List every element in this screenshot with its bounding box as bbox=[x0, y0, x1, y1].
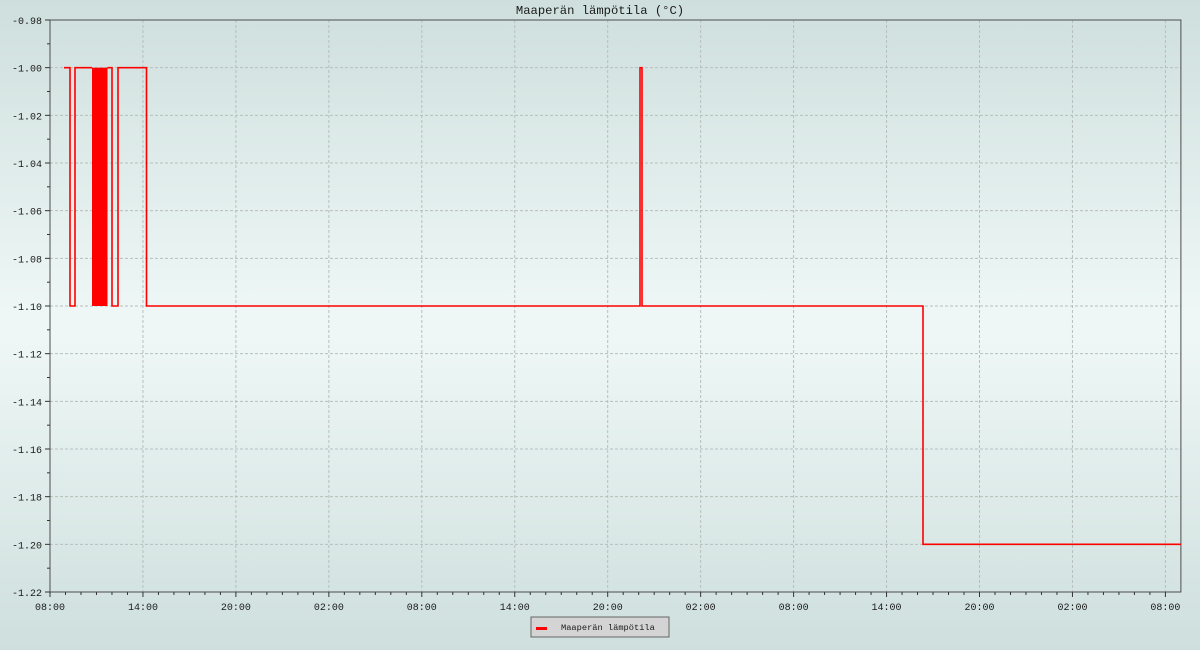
svg-text:-1.20: -1.20 bbox=[12, 541, 42, 552]
svg-text:14:00: 14:00 bbox=[128, 603, 158, 614]
svg-text:20:00: 20:00 bbox=[593, 603, 623, 614]
svg-text:02:00: 02:00 bbox=[1057, 603, 1087, 614]
svg-text:-1.00: -1.00 bbox=[12, 65, 42, 76]
svg-text:08:00: 08:00 bbox=[779, 603, 809, 614]
svg-text:-1.16: -1.16 bbox=[12, 446, 42, 457]
svg-text:02:00: 02:00 bbox=[686, 603, 716, 614]
svg-text:-0.98: -0.98 bbox=[12, 17, 42, 28]
svg-text:20:00: 20:00 bbox=[964, 603, 994, 614]
svg-text:08:00: 08:00 bbox=[35, 603, 65, 614]
svg-text:-1.06: -1.06 bbox=[12, 208, 42, 219]
svg-text:-1.02: -1.02 bbox=[12, 112, 42, 123]
svg-text:-1.04: -1.04 bbox=[12, 160, 42, 171]
svg-text:-1.12: -1.12 bbox=[12, 351, 42, 362]
svg-text:-1.22: -1.22 bbox=[12, 589, 42, 600]
svg-text:14:00: 14:00 bbox=[500, 603, 530, 614]
svg-text:02:00: 02:00 bbox=[314, 603, 344, 614]
svg-text:Maaperän lämpötila: Maaperän lämpötila bbox=[561, 623, 655, 633]
svg-text:20:00: 20:00 bbox=[221, 603, 251, 614]
svg-text:08:00: 08:00 bbox=[1150, 603, 1180, 614]
svg-text:-1.08: -1.08 bbox=[12, 255, 42, 266]
svg-text:-1.18: -1.18 bbox=[12, 494, 42, 505]
svg-text:-1.10: -1.10 bbox=[12, 303, 42, 314]
svg-text:14:00: 14:00 bbox=[872, 603, 902, 614]
svg-text:08:00: 08:00 bbox=[407, 603, 437, 614]
svg-text:Maaperän lämpötila (°C): Maaperän lämpötila (°C) bbox=[516, 4, 684, 18]
svg-text:-1.14: -1.14 bbox=[12, 398, 42, 409]
